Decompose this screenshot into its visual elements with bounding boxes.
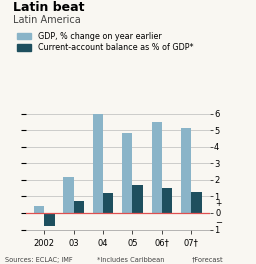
Legend: GDP, % change on year earlier, Current-account balance as % of GDP*: GDP, % change on year earlier, Current-a…	[17, 32, 193, 52]
Bar	[63, 177, 74, 213]
Text: *Includes Caribbean: *Includes Caribbean	[97, 257, 165, 263]
Bar	[122, 133, 132, 213]
Text: 0: 0	[216, 209, 221, 218]
Text: Latin beat: Latin beat	[13, 1, 84, 14]
Bar	[103, 193, 113, 213]
Bar	[44, 213, 55, 226]
Text: −: −	[216, 218, 222, 227]
Bar	[152, 122, 162, 213]
Bar	[191, 191, 201, 213]
Bar	[74, 201, 84, 213]
Text: +: +	[216, 199, 222, 208]
Text: Latin America: Latin America	[13, 15, 81, 25]
Text: Sources: ECLAC; IMF: Sources: ECLAC; IMF	[5, 257, 73, 263]
Bar	[181, 129, 191, 213]
Bar	[132, 185, 143, 213]
Bar	[162, 188, 172, 213]
Bar	[34, 206, 44, 213]
Bar	[93, 110, 103, 213]
Text: †Forecast: †Forecast	[192, 257, 224, 263]
